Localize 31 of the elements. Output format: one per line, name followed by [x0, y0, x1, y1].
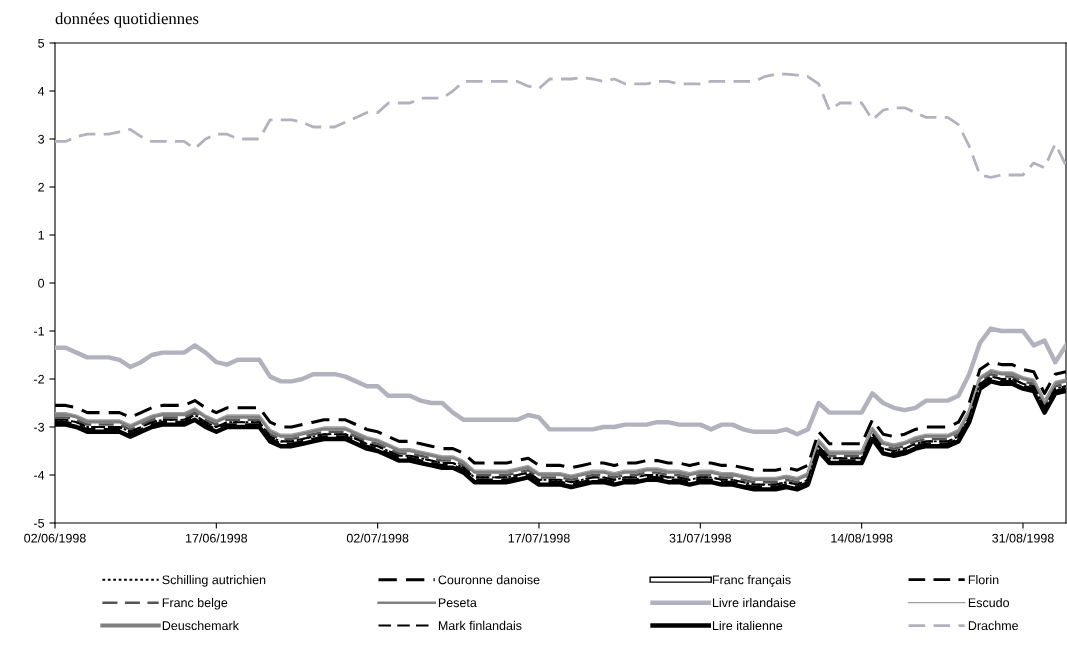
legend-label: Couronne danoise	[438, 575, 540, 585]
y-tick-label: 4	[37, 86, 45, 96]
legend-label: Escudo	[968, 597, 1010, 608]
x-tick-label: 02/07/1998	[346, 533, 409, 543]
x-tick-label: 31/08/1998	[992, 533, 1054, 543]
chart-title: données quotidiennes	[55, 12, 199, 28]
x-tick-label: 17/06/1998	[186, 533, 248, 543]
y-tick-label: -4	[34, 470, 45, 480]
y-tick-label: -5	[34, 518, 45, 528]
y-tick-label: -1	[34, 326, 44, 336]
y-tick-label: -3	[34, 422, 45, 432]
legend-label: Florin	[968, 575, 999, 585]
y-tick-label: 1	[38, 230, 44, 240]
y-tick-label: 5	[38, 38, 45, 48]
legend-label: Mark finlandais	[438, 620, 522, 631]
legend-label: Franc français	[712, 575, 791, 587]
legend-label: Drachme	[968, 620, 1019, 631]
y-tick-label: 2	[38, 182, 44, 192]
x-tick-label: 17/07/1998	[508, 533, 570, 543]
x-tick-label: 14/08/1998	[831, 533, 893, 543]
legend-label: Schilling autrichien	[162, 575, 266, 587]
x-tick-label: 31/07/1998	[669, 533, 732, 543]
x-tick-label: 02/06/1998	[24, 533, 86, 543]
legend-label: Lire italienne	[712, 620, 783, 631]
legend-label: Deuschemark	[162, 620, 239, 631]
y-tick-label: -2	[34, 374, 44, 384]
legend-label: Livre irlandaise	[712, 598, 796, 608]
legend-label: Peseta	[438, 598, 477, 608]
y-tick-label: 0	[38, 278, 45, 288]
legend-label: Franc belge	[162, 597, 228, 610]
y-tick-label: 3	[38, 134, 45, 144]
